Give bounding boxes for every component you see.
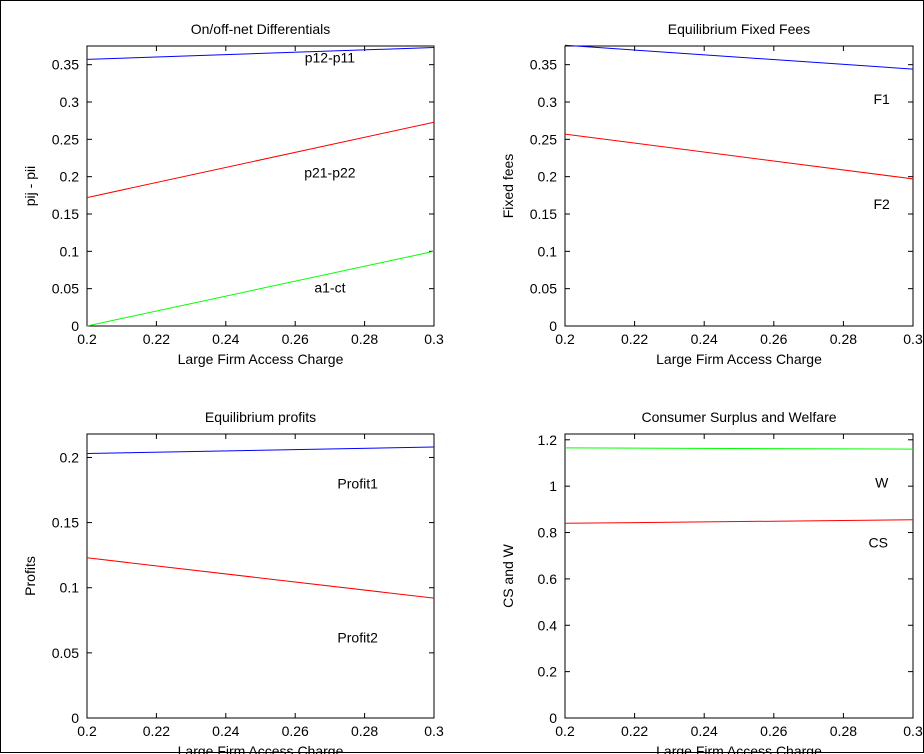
y-tick-label: 1.2: [538, 432, 558, 448]
x-axis-label: Large Firm Access Charge: [178, 743, 344, 754]
x-tick-label: 0.22: [621, 331, 648, 347]
y-tick-label: 0.05: [530, 281, 557, 297]
x-axis-label: Large Firm Access Charge: [178, 351, 344, 367]
y-tick-label: 0.35: [52, 57, 79, 73]
x-tick-label: 0.26: [760, 331, 787, 347]
x-tick-label: 0.22: [143, 723, 170, 739]
series-label: F2: [874, 196, 891, 212]
x-tick-label: 0.2: [555, 723, 575, 739]
x-axis-label: Large Firm Access Charge: [656, 351, 822, 367]
series-line: [86, 121, 435, 199]
series-line: [564, 133, 914, 180]
x-tick-label: 0.26: [282, 723, 309, 739]
axes-frame: [564, 45, 914, 327]
y-tick-label: 0.2: [538, 169, 558, 185]
series-line: [86, 47, 435, 60]
y-axis-label: pij - pii: [22, 166, 38, 206]
series-line: [564, 519, 914, 524]
chart-title: Consumer Surplus and Welfare: [641, 409, 836, 425]
x-tick-label: 0.3: [424, 723, 444, 739]
x-tick-label: 0.2: [555, 331, 575, 347]
y-tick-label: 0.05: [52, 281, 79, 297]
x-tick-label: 0.2: [77, 723, 97, 739]
x-tick-label: 0.2: [77, 331, 97, 347]
x-tick-label: 0.24: [691, 723, 718, 739]
y-axis-label: CS and W: [500, 543, 516, 608]
y-tick-label: 0.15: [530, 206, 557, 222]
axes-frame: [564, 433, 914, 719]
axes-frame: [86, 45, 435, 327]
x-tick-label: 0.3: [424, 331, 444, 347]
x-tick-label: 0.28: [351, 331, 378, 347]
series-label: Profit1: [337, 476, 378, 492]
x-tick-label: 0.28: [830, 331, 857, 347]
series-line: [564, 44, 914, 70]
series-label: a1-ct: [314, 279, 345, 295]
series-line: [86, 250, 435, 327]
x-tick-label: 0.24: [212, 331, 239, 347]
y-tick-label: 0: [71, 318, 79, 334]
x-tick-label: 0.26: [760, 723, 787, 739]
y-tick-label: 0.2: [60, 169, 80, 185]
y-tick-label: 0.3: [60, 94, 80, 110]
y-tick-label: 0.1: [60, 243, 80, 259]
y-tick-label: 0.35: [530, 57, 557, 73]
chart-title: Equilibrium Fixed Fees: [668, 21, 810, 37]
y-tick-label: 0.8: [538, 525, 558, 541]
y-tick-label: 0.25: [530, 131, 557, 147]
chart-title: Equilibrium profits: [205, 409, 316, 425]
y-tick-label: 0.05: [52, 645, 79, 661]
series-label: F1: [874, 91, 891, 107]
x-tick-label: 0.26: [282, 331, 309, 347]
series-line: [564, 447, 914, 450]
x-tick-label: 0.28: [830, 723, 857, 739]
x-tick-label: 0.24: [691, 331, 718, 347]
x-tick-label: 0.3: [903, 331, 923, 347]
x-tick-label: 0.3: [903, 723, 923, 739]
y-tick-label: 0: [549, 710, 557, 726]
y-tick-label: 0.1: [60, 580, 80, 596]
y-tick-label: 0: [71, 710, 79, 726]
y-tick-label: 0.6: [538, 571, 558, 587]
y-tick-label: 0.4: [538, 617, 558, 633]
x-tick-label: 0.22: [621, 723, 648, 739]
series-line: [86, 446, 435, 454]
x-axis-label: Large Firm Access Charge: [656, 743, 822, 754]
series-label: p12-p11: [305, 49, 356, 65]
y-tick-label: 0.2: [60, 449, 80, 465]
y-tick-label: 0.2: [538, 664, 558, 680]
y-tick-label: 0.3: [538, 94, 558, 110]
x-tick-label: 0.24: [212, 723, 239, 739]
y-tick-label: 1: [549, 478, 557, 494]
y-tick-label: 0.15: [52, 206, 79, 222]
y-tick-label: 0: [549, 318, 557, 334]
y-tick-label: 0.25: [52, 131, 79, 147]
series-line: [86, 557, 435, 599]
y-axis-label: Fixed fees: [500, 154, 516, 219]
x-tick-label: 0.22: [143, 331, 170, 347]
x-tick-label: 0.28: [351, 723, 378, 739]
series-label: p21-p22: [304, 164, 356, 180]
series-label: W: [875, 474, 889, 490]
y-axis-label: Profits: [22, 556, 38, 596]
series-label: Profit2: [337, 629, 378, 645]
chart-title: On/off-net Differentials: [191, 21, 331, 37]
axes-frame: [86, 433, 435, 719]
y-tick-label: 0.1: [538, 243, 558, 259]
y-tick-label: 0.15: [52, 515, 79, 531]
series-label: CS: [868, 535, 887, 551]
